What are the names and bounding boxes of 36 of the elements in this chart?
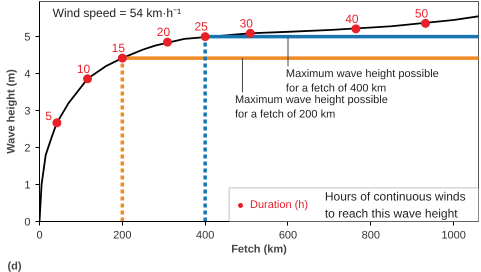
annotation: 10 (76, 62, 91, 76)
x-axis-title: Fetch (km) (231, 244, 288, 256)
annotation: 40 (345, 12, 359, 26)
point (246, 28, 255, 38)
y-tick-label: 5 (24, 32, 31, 44)
point (83, 74, 92, 84)
legend-label: Duration (h) (250, 199, 308, 211)
point (420, 18, 430, 28)
y-tick-label: 4 (24, 68, 31, 81)
annotation: Hours of continuous winds to reach this wave height (324, 190, 466, 220)
annotation: Maximum wave height possible for a fetch of 200 km (234, 94, 388, 121)
x-tick-label: 0 (36, 230, 43, 242)
y-tick-label: 0 (24, 216, 31, 228)
annotation: 25 (194, 20, 208, 34)
y-tick-label: 2 (24, 142, 31, 155)
annotation: 15 (112, 41, 126, 56)
x-tick-label: 200 (113, 230, 132, 242)
annotation: 30 (240, 16, 254, 30)
text: (d) (8, 260, 22, 272)
point (351, 24, 360, 34)
y-axis-title: Wave height (m) (5, 68, 18, 154)
point (162, 38, 172, 47)
x-tick-label: 600 (278, 230, 298, 242)
annotation: 50 (414, 6, 428, 20)
x-tick-label: 400 (196, 230, 214, 242)
annotation: 5 (45, 108, 52, 123)
point (200, 32, 210, 42)
point (118, 54, 127, 63)
x-tick-label: 800 (362, 230, 380, 242)
x-tick-label: 1000 (441, 230, 466, 242)
annotation: Maximum wave height possible for a fetch of 400 km (286, 68, 439, 94)
annotation: 20 (156, 25, 170, 40)
y-tick-label: 3 (24, 106, 31, 118)
point (52, 118, 62, 128)
annotation: Wind speed = 54 km·h⁻¹ (52, 6, 182, 20)
y-tick-label: 1 (24, 180, 31, 192)
